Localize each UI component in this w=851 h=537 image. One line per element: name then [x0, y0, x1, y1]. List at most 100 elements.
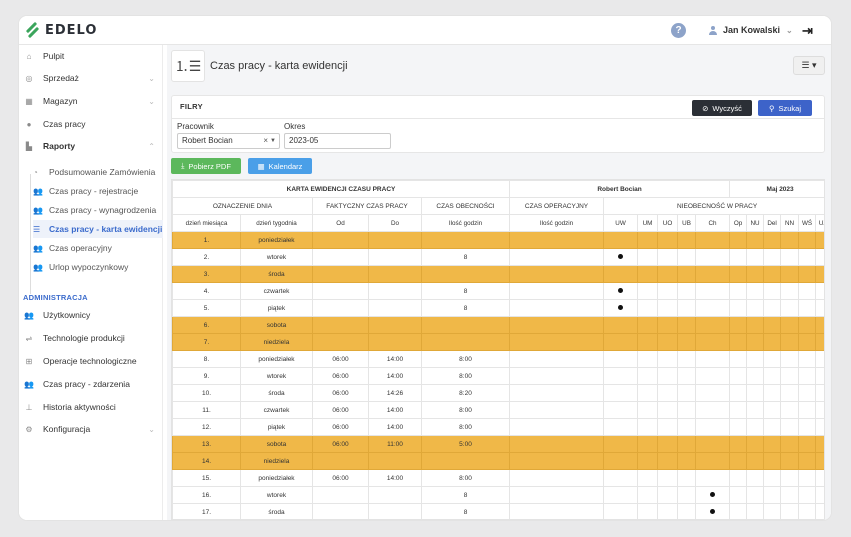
cell-absence-ch	[695, 401, 731, 419]
table-row: 8. poniedziałek 06:00 14:00 8:00	[172, 350, 824, 368]
list-ordered-icon: ☰	[33, 224, 41, 234]
cell-day-of-week: sobota	[240, 316, 313, 334]
cell-absence-nu	[746, 486, 765, 504]
col-to: Do	[368, 214, 422, 232]
top-bar: EDELO ? Jan Kowalski ⌄ ⇥	[19, 16, 831, 45]
cell-day: 7.	[172, 333, 241, 351]
cell-absence-um	[637, 486, 659, 504]
section-heading-admin: ADMINISTRACJA	[23, 293, 88, 302]
sidebar-subitem-podsumowanie[interactable]: ◔ Podsumowanie Zamówienia	[33, 163, 163, 181]
cell-absence-ub	[677, 299, 697, 317]
cell-from	[312, 299, 369, 317]
cell-to: 14:00	[368, 469, 422, 487]
clear-selection-icon[interactable]: ×	[263, 136, 268, 145]
cell-op-hours	[509, 265, 605, 283]
table-row: 12. piątek 06:00 14:00 8:00	[172, 418, 824, 436]
sidebar-item-raporty[interactable]: ▙ Raporty ⌃	[19, 137, 163, 155]
cell-absence-ch	[695, 299, 731, 317]
cell-to: 14:00	[368, 350, 422, 368]
sidebar-item-operacje[interactable]: ⊞ Operacje technologiczne	[19, 352, 163, 370]
search-button[interactable]: ⚲ Szukaj	[758, 100, 812, 116]
cell-absence-ub	[677, 486, 697, 504]
employee-select[interactable]: Robert Bocian × ▼	[177, 133, 280, 149]
period-input[interactable]: 2023-05	[284, 133, 391, 149]
sidebar-item-technologie[interactable]: ⇌ Technologie produkcji	[19, 329, 163, 347]
download-pdf-button[interactable]: ⤓ Pobierz PDF	[171, 158, 241, 174]
sidebar-subitem-label: Podsumowanie Zamówienia	[49, 167, 156, 177]
cell-absence-op	[729, 265, 748, 283]
filters-title: FILRY	[180, 102, 203, 111]
absence-marker-icon	[618, 253, 624, 259]
cell-day-of-week: poniedziałek	[240, 469, 313, 487]
table-row: 6. sobota	[172, 316, 824, 334]
cell-absence-uż	[815, 418, 824, 436]
cell-absence-ub	[677, 384, 697, 402]
cell-absence-nu	[746, 231, 765, 249]
timesheet-table-container[interactable]: KARTA EWIDENCJI CZASU PRACY Robert Bocia…	[171, 179, 825, 520]
cell-to	[368, 231, 422, 249]
cell-absence-uo	[657, 282, 679, 300]
header-operational: CZAS OPERACYJNY	[509, 197, 605, 215]
cell-absence-del	[763, 435, 782, 453]
sidebar-item-historia[interactable]: ⊥ Historia aktywności	[19, 398, 163, 416]
sidebar-item-czas-pracy[interactable]: ● Czas pracy	[19, 115, 163, 133]
clear-button[interactable]: ⊘ Wyczyść	[692, 100, 752, 116]
user-icon: ●	[26, 119, 32, 129]
absence-marker-icon	[710, 508, 716, 514]
pin-icon: ⊥	[25, 402, 33, 412]
sidebar-subitem-urlop[interactable]: 👥 Urlop wypoczynkowy	[33, 258, 163, 276]
chevron-down-icon: ⌄	[148, 96, 155, 106]
sidebar-item-uzytkownicy[interactable]: 👥 Użytkownicy	[19, 306, 163, 324]
sidebar-item-magazyn[interactable]: ▦ Magazyn ⌄	[19, 92, 163, 110]
sidebar-item-pulpit[interactable]: ⌂ Pulpit	[19, 47, 163, 65]
cell-day-of-week: sobota	[240, 435, 313, 453]
caret-down-icon: ▼	[270, 138, 276, 144]
cell-from: 06:00	[312, 384, 369, 402]
users-icon: 👥	[33, 262, 43, 272]
cell-op-hours	[509, 469, 605, 487]
sidebar-item-konfiguracja[interactable]: ⚙ Konfiguracja ⌄	[19, 420, 163, 438]
cell-hours: 8:20	[420, 384, 511, 402]
cell-absence-op	[729, 401, 748, 419]
cell-to: 14:26	[368, 384, 422, 402]
cell-absence-del	[763, 282, 782, 300]
logo[interactable]: EDELO	[24, 21, 97, 39]
col-op-hours: Ilość godzin	[509, 214, 605, 232]
cell-absence-uw	[603, 435, 639, 453]
cell-absence-um	[637, 265, 659, 283]
calendar-button[interactable]: ▦ Kalendarz	[248, 158, 312, 174]
cell-day: 12.	[172, 418, 241, 436]
cell-absence-uż	[815, 452, 824, 470]
help-icon[interactable]: ?	[671, 23, 686, 38]
cell-absence-nu	[746, 503, 765, 519]
cell-absence-ub	[677, 316, 697, 334]
target-icon: ◎	[25, 73, 33, 83]
col-hours: Ilość godzin	[420, 214, 511, 232]
divider	[172, 118, 824, 119]
filters-panel: FILRY ⊘ Wyczyść ⚲ Szukaj Pracownik Rober…	[171, 95, 825, 153]
cell-absence-op	[729, 503, 748, 519]
sidebar-subitem-czas-operacyjny[interactable]: 👥 Czas operacyjny	[33, 239, 163, 257]
logout-icon[interactable]: ⇥	[802, 23, 813, 38]
cell-op-hours	[509, 282, 605, 300]
sidebar-subitem-karta-ewidencji[interactable]: ☰ Czas pracy - karta ewidencji	[33, 220, 163, 238]
cell-from	[312, 333, 369, 351]
options-menu-button[interactable]: ☰ ▾	[793, 56, 825, 75]
cell-absence-op	[729, 333, 748, 351]
cell-day-of-week: wtorek	[240, 486, 313, 504]
cell-day: 4.	[172, 282, 241, 300]
cell-day: 8.	[172, 350, 241, 368]
user-menu[interactable]: Jan Kowalski ⌄	[709, 25, 793, 35]
cell-absence-ch	[695, 486, 731, 504]
sidebar-item-zdarzenia[interactable]: 👥 Czas pracy - zdarzenia	[19, 375, 163, 393]
cell-to	[368, 316, 422, 334]
main-content: ⒈☰ Czas pracy - karta ewidencji ☰ ▾ FILR…	[167, 45, 831, 520]
cell-day: 9.	[172, 367, 241, 385]
sidebar-subitem-rejestracje[interactable]: 👥 Czas pracy - rejestracje	[33, 182, 163, 200]
sidebar-subitem-wynagrodzenia[interactable]: 👥 Czas pracy - wynagrodzenia	[33, 201, 163, 219]
cell-absence-wś	[798, 333, 817, 351]
cell-absence-uw	[603, 350, 639, 368]
sidebar-item-sprzedaz[interactable]: ◎ Sprzedaż ⌄	[19, 69, 163, 87]
cell-day-of-week: wtorek	[240, 367, 313, 385]
cell-absence-uż	[815, 384, 824, 402]
